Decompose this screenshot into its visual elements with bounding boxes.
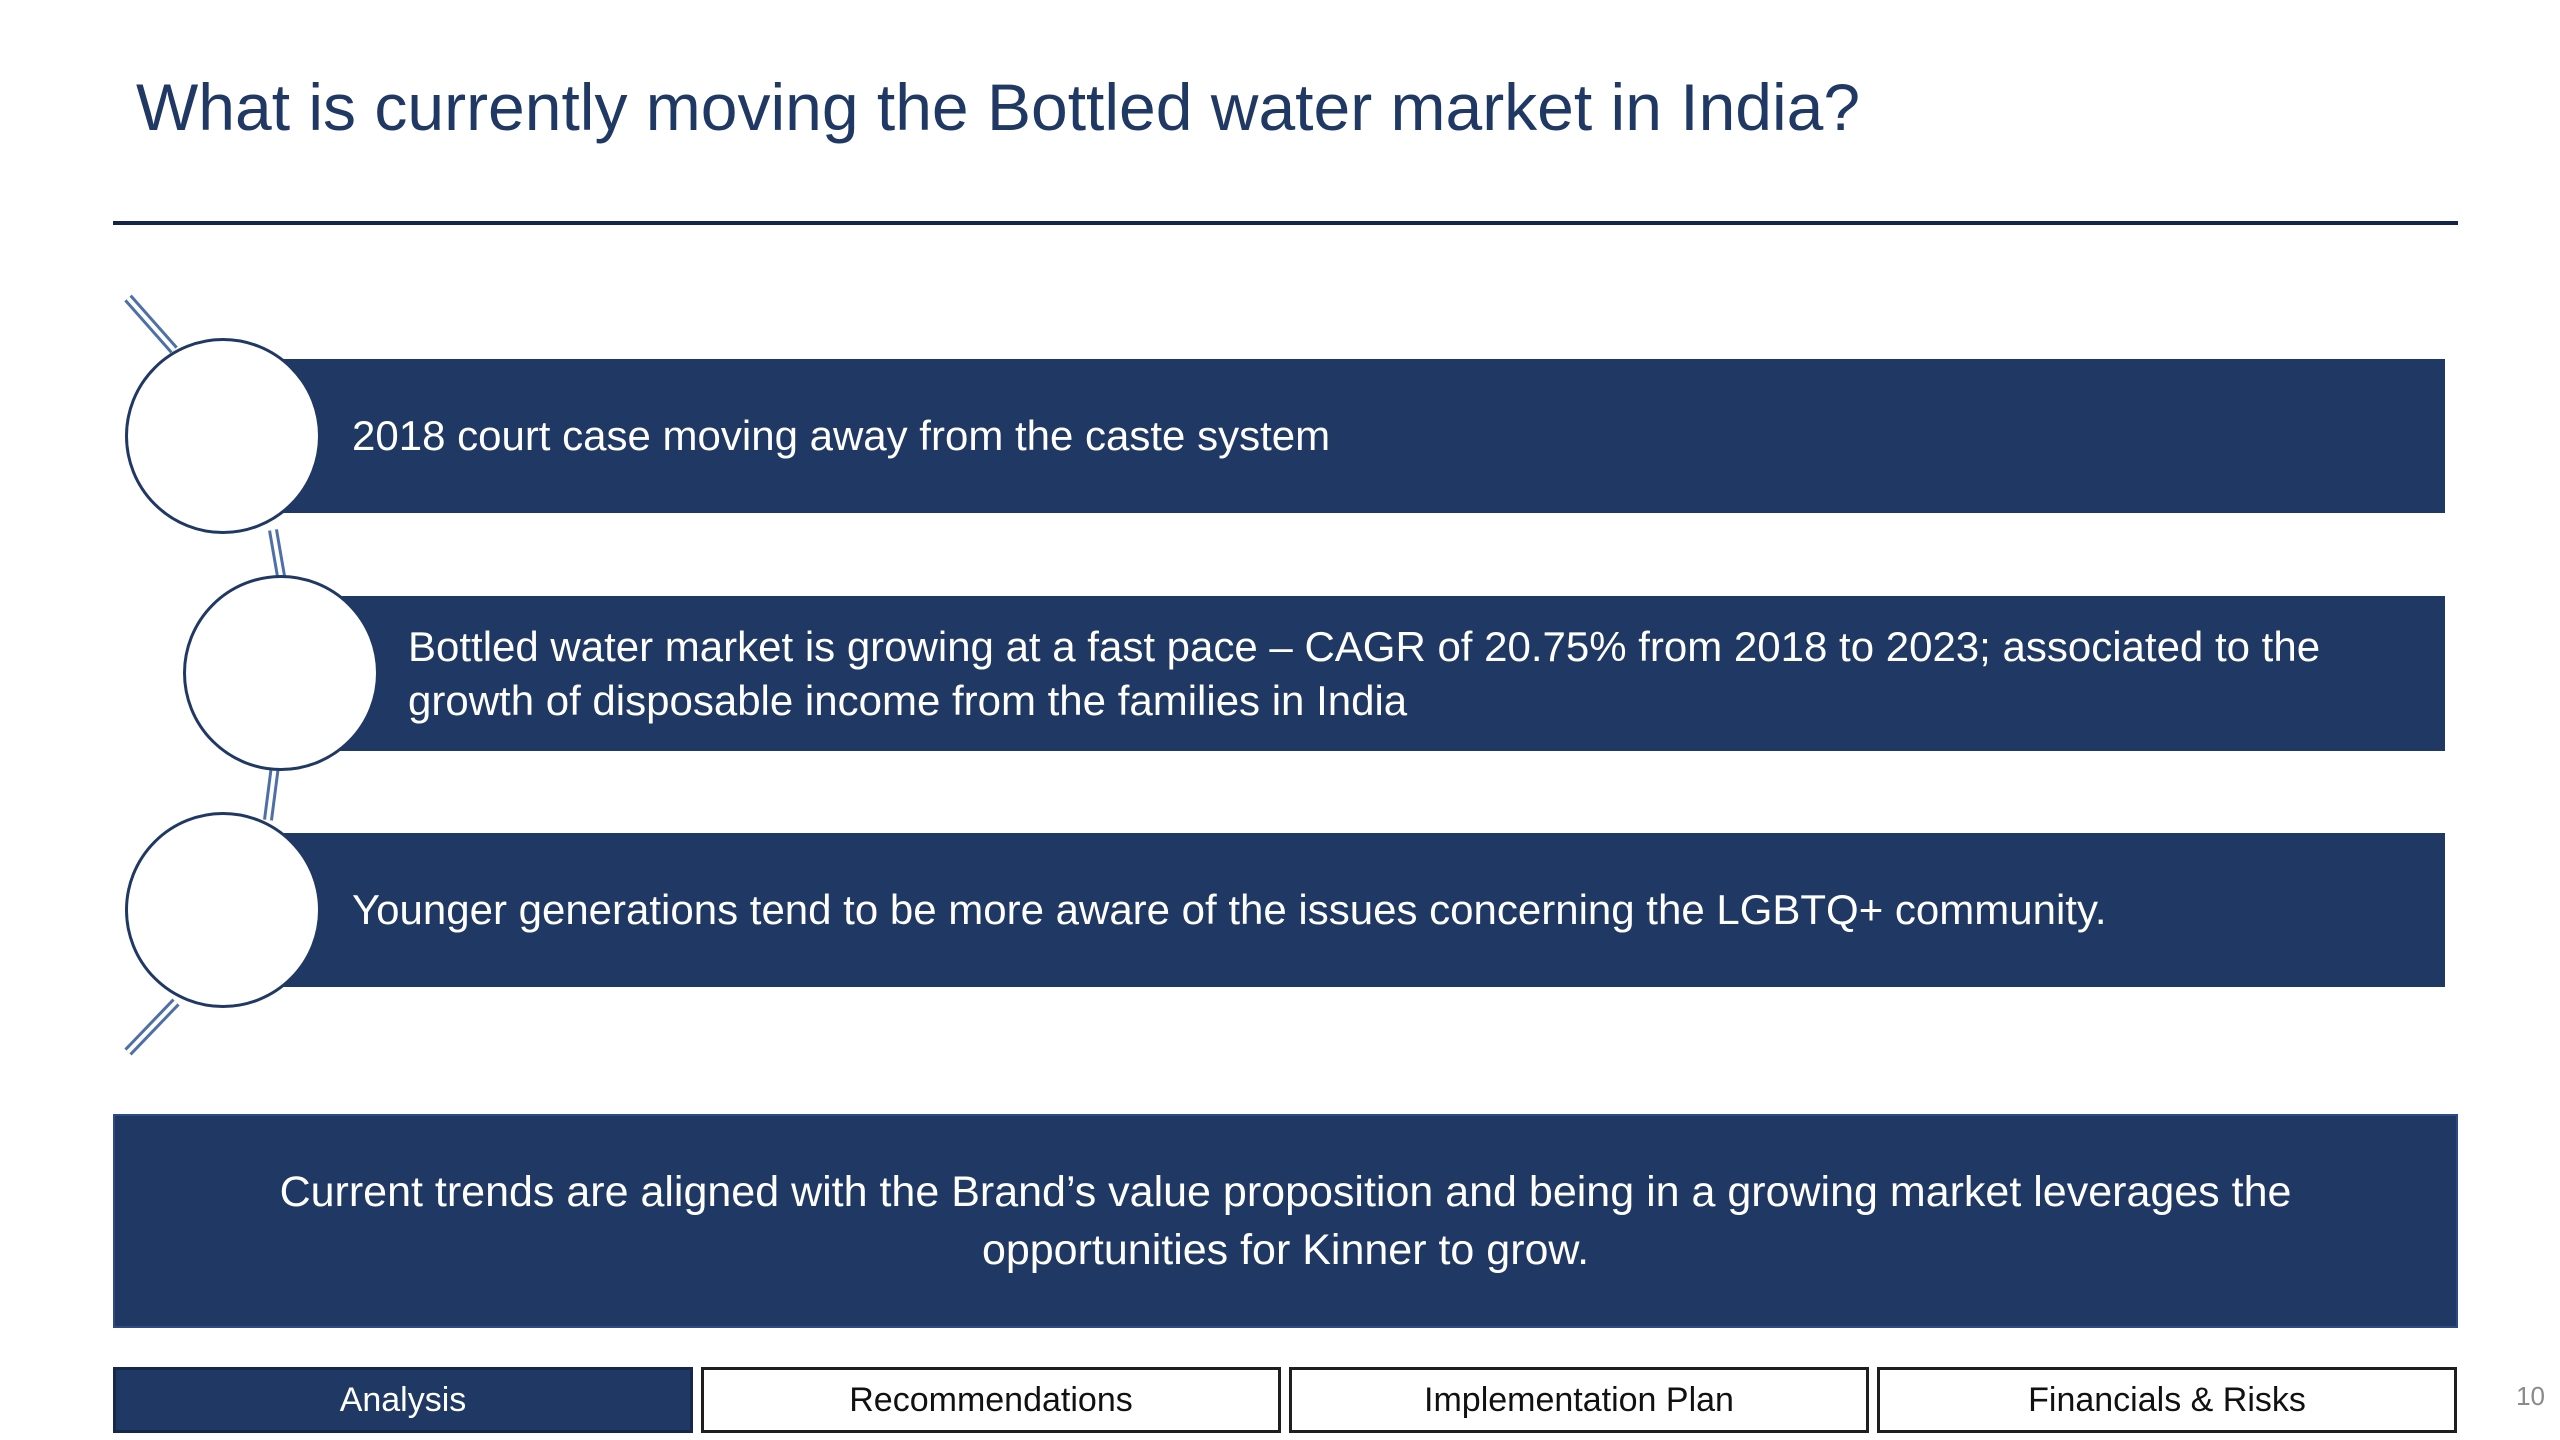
title-divider (113, 221, 2458, 225)
section-nav: Analysis Recommendations Implementation … (113, 1367, 2458, 1433)
timeline-node (125, 812, 321, 1008)
trend-text: 2018 court case moving away from the cas… (352, 412, 1331, 459)
tab-recommendations[interactable]: Recommendations (701, 1367, 1281, 1433)
tab-implementation-plan[interactable]: Implementation Plan (1289, 1367, 1869, 1433)
page-number: 10 (2516, 1381, 2545, 1411)
trend-text: Bottled water market is growing at a fas… (408, 622, 2321, 724)
trend-bar-market-growth: Bottled water market is growing at a fas… (337, 596, 2445, 751)
tab-analysis[interactable]: Analysis (113, 1367, 693, 1433)
conclusion-box: Current trends are aligned with the Bran… (113, 1114, 2458, 1328)
trend-bar-caste-case: 2018 court case moving away from the cas… (280, 359, 2445, 513)
trend-text: Younger generations tend to be more awar… (352, 886, 2107, 933)
timeline-node (125, 338, 321, 534)
slide-title: What is currently moving the Bottled wat… (136, 70, 1861, 144)
conclusion-text: Current trends are aligned with the Bran… (279, 1168, 2292, 1274)
tab-financials-risks[interactable]: Financials & Risks (1877, 1367, 2457, 1433)
timeline-node (183, 575, 379, 771)
trend-bar-lgbtq-awareness: Younger generations tend to be more awar… (280, 833, 2445, 987)
